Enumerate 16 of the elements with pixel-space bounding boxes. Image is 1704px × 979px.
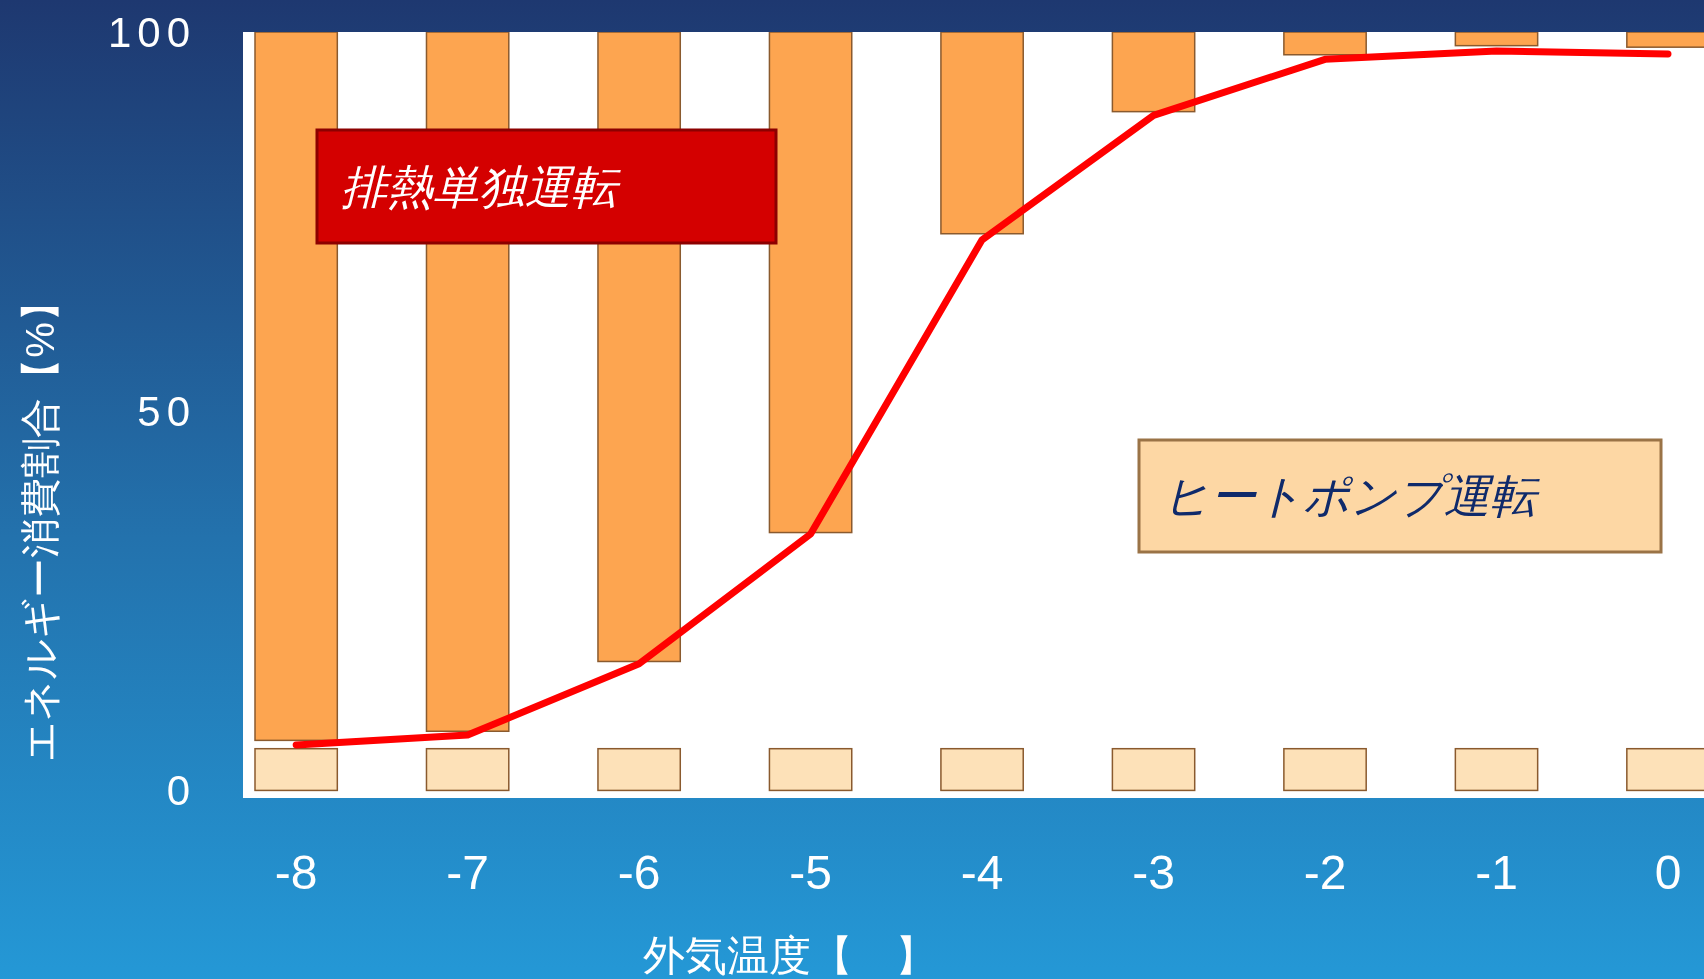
x-tick-label: -7 [446, 845, 489, 899]
x-axis-title: 外気温度【 】 [643, 931, 937, 979]
x-tick-label: -3 [1132, 845, 1175, 899]
y-axis-title: エネルギー消費割合【%】 [18, 282, 62, 762]
x-tick-label: -8 [274, 845, 318, 899]
x-tick-label: -5 [789, 845, 832, 899]
y-tick-label: 100 [107, 8, 196, 56]
annotation: ヒートポンプ運転 [1163, 470, 1540, 522]
y-tick-label: 0 [166, 766, 196, 814]
x-tick-label: -6 [617, 845, 661, 899]
x-tick-label: 0 [1654, 845, 1682, 899]
x-tick-label: -2 [1303, 845, 1347, 899]
x-tick-label: -4 [960, 845, 1004, 899]
x-tick-label: -1 [1475, 845, 1518, 899]
annotation: 排熱単独運転 [341, 160, 621, 213]
y-tick-label: 50 [137, 387, 196, 435]
